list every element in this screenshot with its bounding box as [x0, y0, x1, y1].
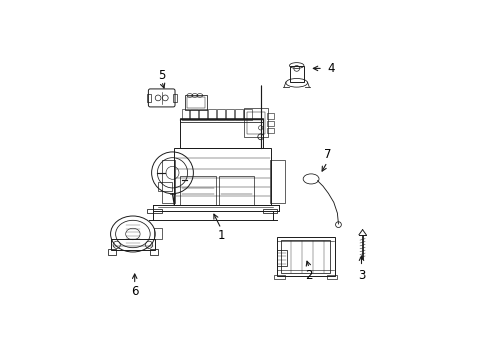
- Bar: [219, 176, 253, 205]
- Bar: [179, 176, 215, 205]
- Bar: [276, 250, 286, 266]
- Bar: [208, 109, 215, 120]
- Text: 6: 6: [131, 285, 138, 298]
- Text: 2: 2: [305, 269, 312, 282]
- Text: 5: 5: [158, 69, 165, 82]
- Bar: [190, 109, 197, 120]
- Bar: [226, 109, 233, 120]
- Bar: [147, 209, 162, 213]
- Bar: [266, 121, 273, 126]
- Bar: [276, 237, 334, 276]
- Bar: [326, 275, 337, 279]
- Bar: [146, 94, 151, 102]
- Bar: [270, 160, 284, 203]
- Bar: [150, 249, 158, 255]
- Bar: [244, 109, 251, 120]
- Bar: [179, 119, 262, 148]
- Bar: [111, 239, 154, 250]
- Text: 1: 1: [217, 229, 224, 242]
- Bar: [266, 113, 273, 119]
- Bar: [181, 109, 188, 120]
- Bar: [281, 240, 329, 273]
- Bar: [247, 112, 264, 134]
- Bar: [244, 108, 267, 137]
- Text: 3: 3: [357, 269, 365, 282]
- Text: 7: 7: [323, 148, 330, 161]
- Bar: [262, 209, 276, 213]
- Text: 4: 4: [326, 62, 334, 75]
- Bar: [172, 94, 177, 102]
- Bar: [289, 66, 303, 82]
- Bar: [186, 97, 204, 108]
- Bar: [235, 109, 242, 120]
- Bar: [217, 109, 224, 120]
- Bar: [174, 148, 271, 205]
- Bar: [199, 109, 206, 120]
- Bar: [153, 228, 162, 239]
- Bar: [179, 118, 262, 122]
- Bar: [158, 182, 171, 191]
- Bar: [162, 160, 175, 203]
- Bar: [273, 275, 284, 279]
- Bar: [107, 249, 115, 255]
- Bar: [185, 95, 206, 110]
- Bar: [266, 128, 273, 133]
